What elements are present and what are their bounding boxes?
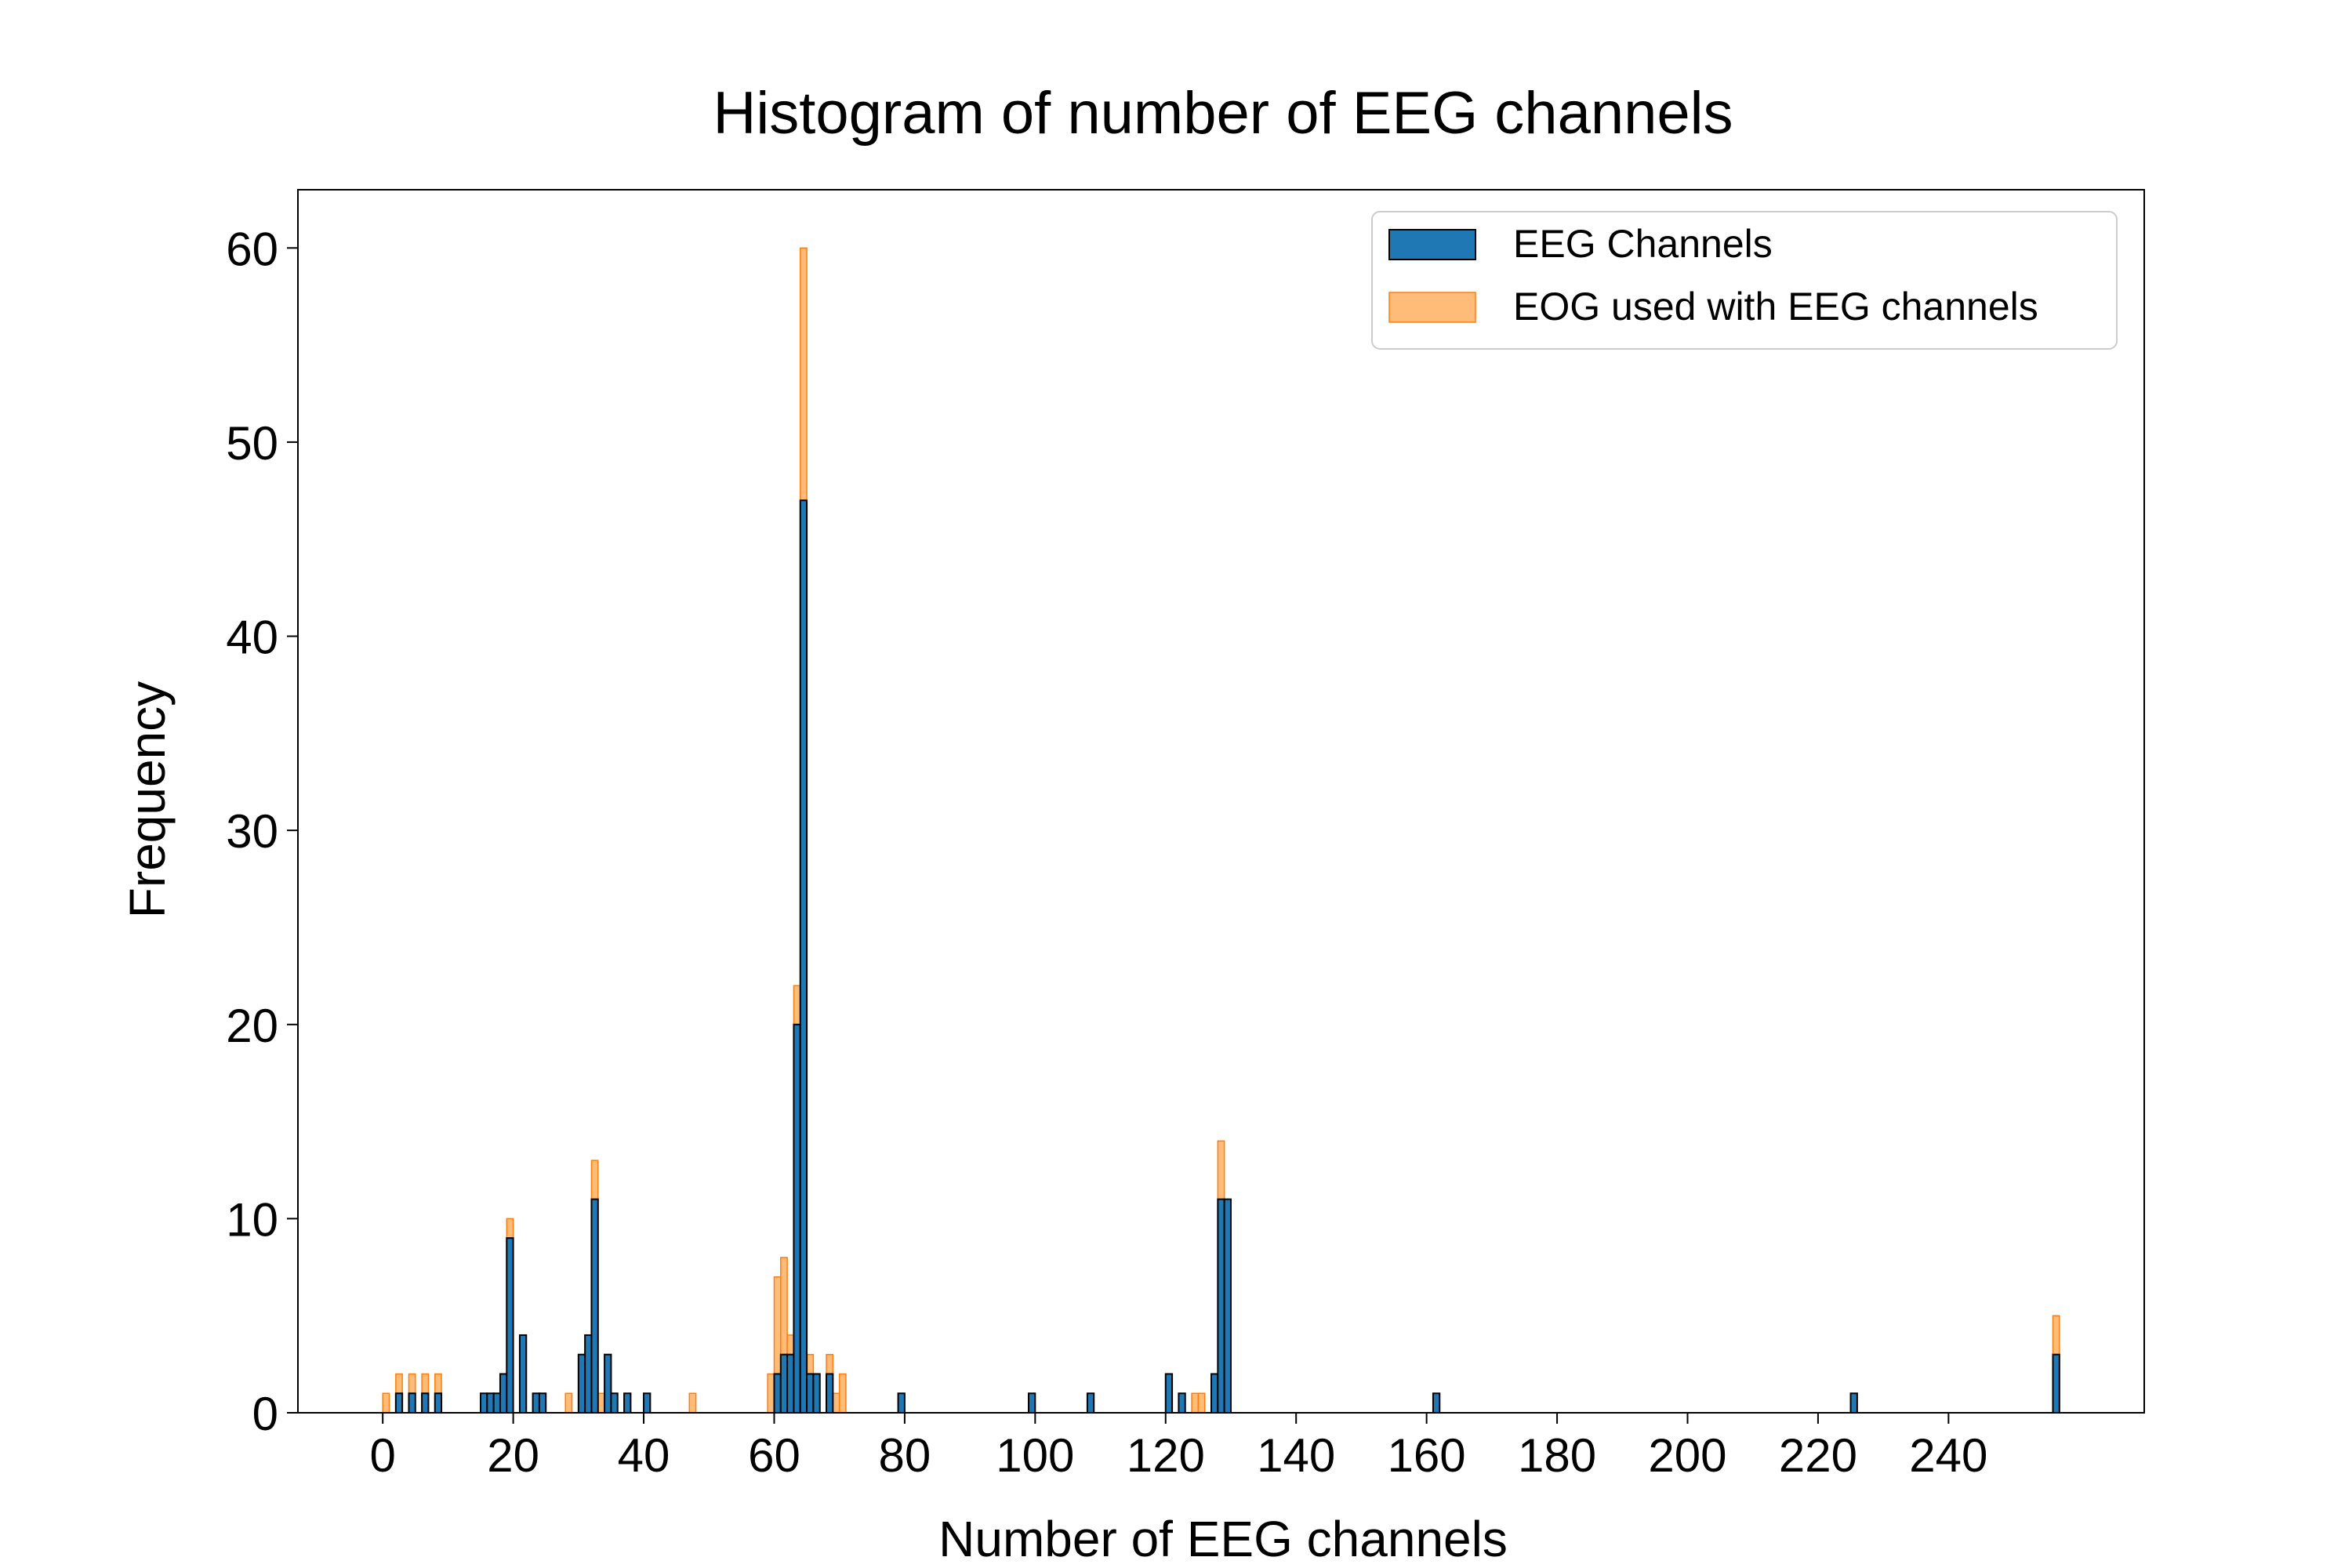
y-tick-label-50: 50 (226, 417, 278, 470)
eeg-bar-99 (1028, 1392, 1036, 1414)
eeg-bar-18 (499, 1373, 508, 1414)
y-tick-label-30: 30 (226, 805, 278, 858)
x-tick-label-0: 0 (369, 1429, 395, 1482)
eeg-bar-225 (1849, 1392, 1858, 1414)
y-tick-label-10: 10 (226, 1193, 278, 1246)
eeg-bar-64 (799, 499, 808, 1414)
eeg-bar-8 (434, 1392, 443, 1414)
chart-title: Histogram of number of EEG channels (713, 80, 1733, 147)
legend-label-eog: EOG used with EEG channels (1513, 285, 2038, 328)
eeg-bar-19 (506, 1237, 514, 1414)
eeg-bar-129 (1223, 1198, 1232, 1414)
eeg-bar-30 (577, 1353, 586, 1414)
y-tick-label-60: 60 (226, 223, 278, 275)
eeg-bar-17 (492, 1392, 501, 1414)
y-axis-ticks: 0 10 20 30 40 50 60 (226, 223, 298, 1440)
eeg-bar-15 (480, 1392, 488, 1414)
eeg-bar-23 (532, 1392, 540, 1414)
eeg-bar-40 (643, 1392, 652, 1414)
eeg-bar-66 (812, 1373, 821, 1414)
eog-bar-33 (597, 1392, 605, 1414)
eeg-bar-32 (590, 1198, 599, 1414)
eeg-bar-60 (773, 1373, 782, 1414)
legend-box (1371, 211, 2118, 350)
x-tick-label-240: 240 (1909, 1429, 1987, 1482)
eeg-bar-79 (897, 1392, 906, 1414)
eeg-bar-61 (779, 1353, 789, 1414)
y-tick-label-0: 0 (252, 1388, 278, 1440)
eeg-bar-21 (518, 1334, 528, 1414)
x-tick-label-40: 40 (618, 1429, 670, 1482)
eog-bar-59 (767, 1373, 775, 1414)
eog-bar-28 (564, 1392, 573, 1414)
eog-bar-47 (688, 1392, 697, 1414)
eeg-bar-122 (1178, 1392, 1186, 1414)
legend-swatch-eeg (1388, 229, 1476, 260)
eeg-bar-4 (408, 1392, 416, 1414)
eeg-bar-2 (394, 1392, 404, 1414)
eeg-bar-16 (486, 1392, 495, 1414)
eog-bar-70 (838, 1373, 847, 1414)
x-tick-label-20: 20 (487, 1429, 539, 1482)
eeg-bar-127 (1210, 1373, 1219, 1414)
eog-bar-124 (1191, 1392, 1200, 1414)
x-tick-label-140: 140 (1257, 1429, 1335, 1482)
eeg-bar-24 (538, 1392, 547, 1414)
eeg-bar-63 (793, 1023, 801, 1414)
x-axis-ticks: 0 20 40 60 80 100 120 140 160 180 200 220 240 (369, 1413, 1987, 1482)
eeg-bar-37 (623, 1392, 632, 1414)
eog-bar-0 (382, 1392, 390, 1414)
plot-frame (297, 189, 2145, 1414)
eeg-bar-6 (421, 1392, 430, 1414)
x-tick-label-160: 160 (1388, 1429, 1466, 1482)
legend-swatch-eog (1388, 292, 1476, 323)
eeg-bar-34 (604, 1353, 612, 1414)
y-tick-label-40: 40 (226, 612, 278, 664)
x-tick-label-100: 100 (996, 1429, 1074, 1482)
eeg-bar-68 (826, 1373, 834, 1414)
x-tick-label-200: 200 (1648, 1429, 1726, 1482)
eog-bar-125 (1197, 1392, 1206, 1414)
eeg-bar-65 (806, 1373, 815, 1414)
eeg-bar-256 (2052, 1353, 2060, 1414)
eeg-bar-31 (584, 1334, 593, 1414)
y-tick-label-20: 20 (226, 1000, 278, 1052)
eeg-bars-group (394, 499, 2060, 1414)
x-axis-label: Number of EEG channels (938, 1511, 1508, 1567)
x-tick-label-220: 220 (1779, 1429, 1857, 1482)
legend: EEG Channels EOG used with EEG channels (1371, 211, 2118, 350)
eeg-bar-161 (1432, 1392, 1441, 1414)
eog-bar-69 (832, 1392, 840, 1414)
y-axis-label: Frequency (119, 681, 176, 918)
x-tick-label-60: 60 (748, 1429, 800, 1482)
eeg-bar-108 (1086, 1392, 1095, 1414)
eeg-bar-62 (786, 1353, 795, 1414)
x-tick-label-120: 120 (1127, 1429, 1205, 1482)
x-tick-label-180: 180 (1518, 1429, 1596, 1482)
legend-label-eeg: EEG Channels (1513, 222, 1773, 266)
x-tick-label-80: 80 (879, 1429, 931, 1482)
eeg-bar-35 (610, 1392, 619, 1414)
eeg-bar-128 (1217, 1198, 1225, 1414)
eeg-bar-120 (1164, 1373, 1174, 1414)
